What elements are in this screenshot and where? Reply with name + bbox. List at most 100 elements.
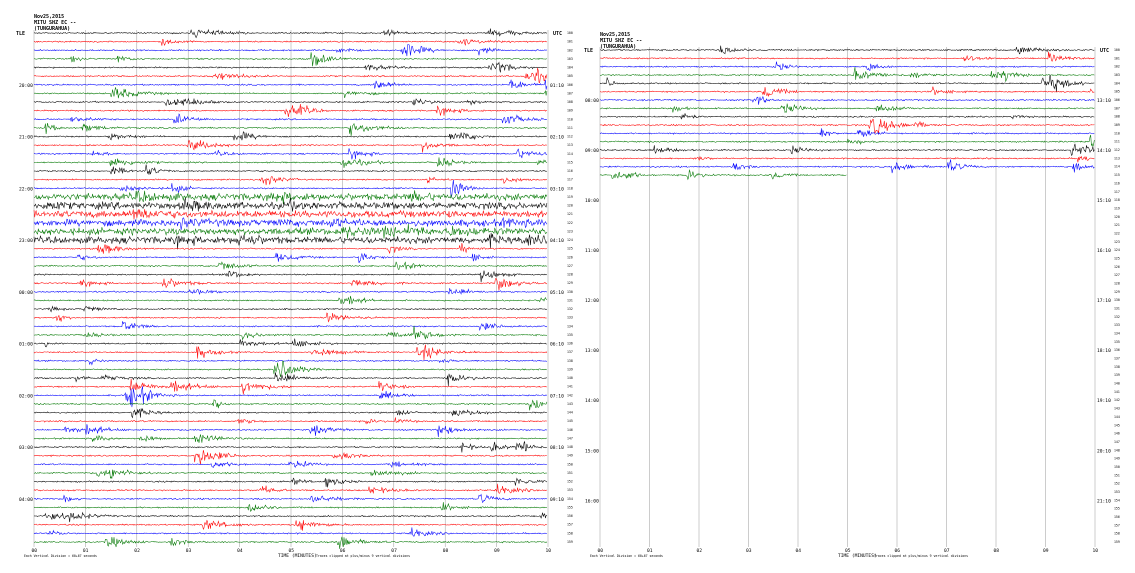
trace-index-label: 133 — [1114, 323, 1120, 327]
trace-index-label: 106 — [567, 83, 573, 87]
seismic-trace — [33, 103, 547, 118]
seismic-trace — [33, 527, 547, 537]
trace-index-label: 143 — [1114, 407, 1120, 411]
right-header-station: MITU SHZ EC -- — [600, 38, 642, 44]
right-time-label: 15:10 — [1097, 198, 1111, 204]
seismic-trace — [599, 155, 1095, 163]
trace-index-label: 121 — [567, 212, 573, 216]
trace-index-label: 118 — [1114, 198, 1120, 202]
trace-index-label: 137 — [567, 350, 573, 354]
right-footnote-clip: Traces clipped at plus/minus 9 vertical … — [874, 554, 968, 558]
trace-index-label: 153 — [567, 488, 573, 492]
trace-index-label: 144 — [567, 411, 573, 415]
seismic-trace — [33, 321, 548, 331]
right-time-label: 13:10 — [1097, 98, 1111, 104]
seismic-trace — [33, 295, 548, 305]
right-time-labels: 08:00 09:00 10:00 11:00 12:00 13:00 14:00 15:00… — [585, 98, 599, 504]
trace-index-label: 107 — [567, 91, 573, 95]
x-tick-label-03: 03 — [746, 548, 752, 554]
right-trace-index-column: 100 101 102 103 104 105 106 107 108 109 110 111 112 1… — [1114, 48, 1120, 544]
trace-index-label: 116 — [567, 169, 573, 173]
panel-right: Nov25,2015 MITU SHZ EC -- (TUNGURAHUA) T… — [584, 32, 1120, 559]
trace-index-label: 130 — [567, 290, 573, 294]
right-utc-time-labels: 13:10 14:10 15:10 16:10 17:10 18:10 19:10 20:10… — [1097, 98, 1111, 504]
x-tick-label-06: 06 — [340, 548, 346, 554]
seismic-trace — [33, 440, 547, 453]
left-time-label: 11:00 — [585, 248, 599, 254]
trace-index-label: 125 — [567, 247, 573, 251]
seismic-trace — [33, 277, 548, 291]
seismic-trace — [33, 312, 547, 323]
seismic-trace — [33, 288, 548, 296]
trace-index-label: 105 — [1114, 90, 1120, 94]
seismic-trace — [599, 169, 847, 181]
panel-left: Nov25,2015 MITU SHZ EC -- (TUNGURAHUA) T… — [16, 14, 573, 559]
trace-index-label: 129 — [567, 281, 573, 285]
x-tick-label-07: 07 — [391, 548, 397, 554]
right-time-label: 02:10 — [550, 135, 564, 141]
seismic-trace — [33, 113, 548, 124]
x-tick-label-05: 05 — [845, 548, 851, 554]
trace-index-label: 120 — [567, 204, 573, 208]
seismic-trace — [33, 61, 547, 73]
trace-index-label: 146 — [567, 428, 573, 432]
left-time-label: 21:00 — [19, 135, 33, 141]
trace-index-label: 151 — [1114, 473, 1120, 477]
right-time-label: 01:10 — [550, 83, 564, 89]
right-time-label: 17:10 — [1097, 298, 1111, 304]
left-time-label: 03:00 — [19, 445, 33, 451]
trace-index-label: 124 — [567, 238, 573, 242]
trace-index-label: 135 — [567, 333, 573, 337]
seismic-trace — [33, 148, 548, 160]
trace-index-label: 124 — [1114, 248, 1120, 252]
right-header-network: (TUNGURAHUA) — [600, 44, 636, 50]
trace-index-label: 115 — [1114, 173, 1120, 177]
x-tick-label-09: 09 — [1043, 548, 1049, 554]
left-time-label: 20:00 — [19, 83, 33, 89]
trace-index-label: 142 — [1114, 398, 1120, 402]
trace-index-label: 141 — [567, 385, 573, 389]
seismic-trace — [33, 344, 548, 361]
right-time-label: 21:10 — [1097, 498, 1111, 504]
seismic-trace — [33, 502, 548, 512]
seismic-trace — [33, 434, 547, 443]
right-footnote: Each Vertical Division = 60+67 seconds — [590, 554, 663, 558]
trace-index-label: 158 — [1114, 532, 1120, 536]
x-tick-label-02: 02 — [134, 548, 140, 554]
right-time-label: 20:10 — [1097, 448, 1111, 454]
trace-index-label: 115 — [567, 160, 573, 164]
trace-index-label: 106 — [1114, 98, 1120, 102]
x-tick-label-08: 08 — [994, 548, 1000, 554]
trace-index-label: 108 — [1114, 115, 1120, 119]
seismic-trace — [33, 460, 547, 468]
seismic-trace — [33, 164, 547, 175]
seismic-trace — [33, 242, 548, 254]
seismic-trace — [33, 190, 548, 205]
left-time-label: 08:00 — [585, 98, 599, 104]
x-tick-label-04: 04 — [796, 548, 802, 554]
seismic-trace — [33, 87, 548, 99]
left-time-label: 04:00 — [19, 497, 33, 503]
trace-index-label: 112 — [1114, 148, 1120, 152]
seismic-trace — [33, 483, 547, 494]
left-footnote: Each Vertical Division = 60+67 seconds — [24, 554, 97, 558]
trace-index-label: 153 — [1114, 490, 1120, 494]
trace-index-label: 122 — [1114, 231, 1120, 235]
trace-index-label: 136 — [567, 342, 573, 346]
trace-index-label: 128 — [567, 273, 573, 277]
trace-index-label: 140 — [567, 376, 573, 380]
trace-index-label: 102 — [1114, 65, 1120, 69]
trace-index-label: 109 — [1114, 123, 1120, 127]
trace-index-label: 134 — [1114, 332, 1120, 336]
x-tick-label-10: 10 — [546, 548, 552, 554]
seismic-trace — [33, 305, 547, 313]
trace-index-label: 145 — [1114, 423, 1120, 427]
trace-index-label: 159 — [567, 540, 573, 544]
trace-index-label: 152 — [567, 480, 573, 484]
right-x-ticks: 00 01 02 03 04 05 06 07 08 09 10 — [598, 548, 1099, 554]
trace-index-label: 144 — [1114, 415, 1120, 419]
trace-index-label: 104 — [567, 66, 573, 70]
seismic-trace — [599, 45, 1095, 55]
trace-index-label: 140 — [1114, 382, 1120, 386]
seismic-trace — [33, 358, 548, 366]
